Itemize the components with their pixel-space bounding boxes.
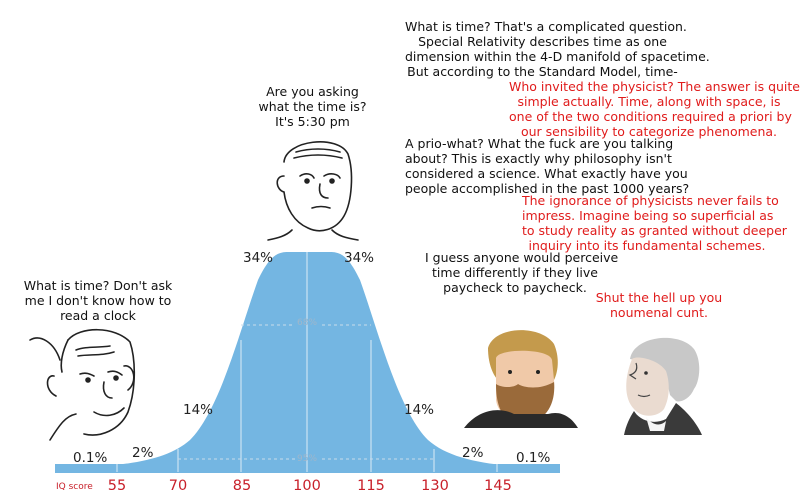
dialog-low-iq: What is time? Don't ask me I don't know …: [23, 278, 173, 323]
wojak-low-iq-icon: [29, 329, 136, 441]
sd2-label: 95%: [297, 454, 318, 464]
iq-tick: 70: [168, 478, 188, 494]
wojak-average-icon: [267, 141, 359, 241]
pct-left-low: 2%: [132, 445, 154, 461]
pct-right-tail: 0.1%: [516, 450, 551, 466]
pct-right-mid: 14%: [404, 402, 435, 418]
pct-right-center: 34%: [344, 250, 375, 266]
dialog-physicist-1: What is time? That's a complicated quest…: [405, 19, 710, 79]
iq-axis-label: IQ score: [56, 482, 93, 492]
sd1-label: 68%: [297, 318, 318, 328]
iq-tick: 115: [357, 478, 385, 494]
pct-left-tail: 0.1%: [73, 450, 108, 466]
iq-tick: 145: [484, 478, 512, 494]
iq-tick: 130: [421, 478, 449, 494]
pct-left-mid: 14%: [183, 402, 214, 418]
chad-bearded-icon: [464, 330, 578, 428]
kant-portrait-icon: [624, 337, 702, 435]
dialog-philosopher-1: Who invited the physicist? The answer is…: [509, 79, 800, 139]
dialog-physicist-2: A prio-what? What the fuck are you talki…: [405, 136, 690, 196]
dialog-average: Are you asking what the time is? It's 5:…: [258, 84, 367, 129]
iq-tick: 100: [293, 478, 321, 494]
dialog-kant: Shut the hell up you noumenal cunt.: [595, 290, 723, 320]
pct-right-low: 2%: [462, 445, 484, 461]
dialog-chad: I guess anyone would perceive time diffe…: [425, 250, 619, 295]
iq-tick: 55: [107, 478, 127, 494]
iq-tick: 85: [232, 478, 252, 494]
pct-left-center: 34%: [243, 250, 274, 266]
dialog-philosopher-2: The ignorance of physicists never fails …: [522, 193, 787, 253]
